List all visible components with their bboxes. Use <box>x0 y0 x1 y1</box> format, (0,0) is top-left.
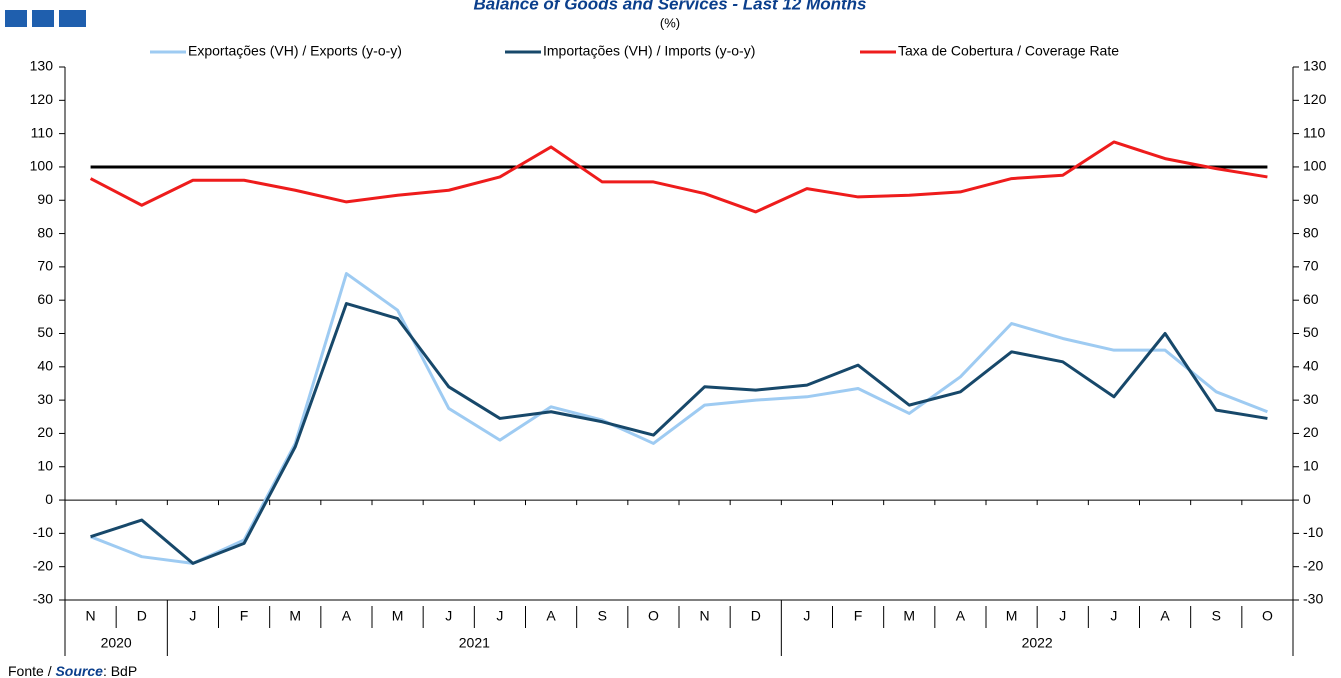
series-line <box>90 302 1268 565</box>
x-tick-label: F <box>240 608 249 624</box>
x-tick-label: A <box>1160 608 1170 624</box>
y-tick-label: -20 <box>33 557 53 573</box>
year-label: 2022 <box>1022 635 1053 651</box>
y-tick-label: 70 <box>37 258 53 274</box>
source-suffix: : BdP <box>103 663 137 678</box>
y2-tick-label: -30 <box>1303 591 1323 607</box>
y2-tick-label: 30 <box>1303 391 1319 407</box>
series-line <box>90 272 1268 565</box>
legend-label: Taxa de Cobertura / Coverage Rate <box>898 43 1119 59</box>
x-tick-label: S <box>1212 608 1221 624</box>
y-tick-label: 130 <box>30 58 54 74</box>
x-tick-label: N <box>700 608 710 624</box>
x-tick-label: M <box>1006 608 1018 624</box>
y2-tick-label: 50 <box>1303 324 1319 340</box>
x-tick-label: S <box>598 608 607 624</box>
y-tick-label: 60 <box>37 291 53 307</box>
x-tick-label: O <box>1262 608 1273 624</box>
x-tick-label: F <box>854 608 863 624</box>
source: Fonte / Source: BdP <box>8 663 137 678</box>
x-tick-label: O <box>648 608 659 624</box>
logo-block <box>5 10 27 27</box>
y-tick-label: -30 <box>33 591 53 607</box>
y2-tick-label: 80 <box>1303 224 1319 240</box>
x-tick-label: A <box>342 608 352 624</box>
x-tick-label: D <box>137 608 147 624</box>
x-tick-label: J <box>445 608 452 624</box>
source-label: Source <box>55 663 103 678</box>
x-tick-label: J <box>496 608 503 624</box>
y2-tick-label: -10 <box>1303 524 1323 540</box>
y2-tick-label: 60 <box>1303 291 1319 307</box>
y-tick-label: 20 <box>37 424 53 440</box>
y-tick-label: 90 <box>37 191 53 207</box>
source-prefix: Fonte / <box>8 663 55 678</box>
y-tick-label: 0 <box>45 491 53 507</box>
x-tick-label: J <box>1059 608 1066 624</box>
y-tick-label: 50 <box>37 324 53 340</box>
y2-tick-label: -20 <box>1303 557 1323 573</box>
y2-tick-label: 70 <box>1303 258 1319 274</box>
x-tick-label: A <box>956 608 966 624</box>
logo-block <box>32 10 54 27</box>
year-label: 2020 <box>101 635 132 651</box>
y-tick-label: 100 <box>30 158 54 174</box>
x-tick-label: A <box>546 608 556 624</box>
y2-tick-label: 10 <box>1303 457 1319 473</box>
y-tick-label: 80 <box>37 224 53 240</box>
y-tick-label: -10 <box>33 524 53 540</box>
y2-tick-label: 40 <box>1303 358 1319 374</box>
year-label: 2021 <box>459 635 490 651</box>
y-tick-label: 120 <box>30 91 54 107</box>
y2-tick-label: 130 <box>1303 58 1327 74</box>
x-tick-label: D <box>751 608 761 624</box>
y2-tick-label: 100 <box>1303 158 1327 174</box>
series-line <box>89 140 1268 214</box>
x-tick-label: N <box>86 608 96 624</box>
y-tick-label: 110 <box>31 124 54 140</box>
y2-tick-label: 120 <box>1303 91 1327 107</box>
x-tick-label: M <box>392 608 404 624</box>
y2-tick-label: 20 <box>1303 424 1319 440</box>
x-tick-label: M <box>903 608 915 624</box>
y-tick-label: 10 <box>37 457 53 473</box>
x-tick-label: J <box>189 608 196 624</box>
chart-title: Balance of Goods and Services - Last 12 … <box>474 0 867 13</box>
x-tick-label: J <box>1110 608 1117 624</box>
y2-tick-label: 90 <box>1303 191 1319 207</box>
x-tick-label: M <box>289 608 301 624</box>
y2-tick-label: 110 <box>1303 124 1326 140</box>
legend-label: Importações (VH) / Imports (y-o-y) <box>543 43 755 59</box>
x-tick-label: J <box>803 608 810 624</box>
logo-block <box>59 10 86 27</box>
y-tick-label: 30 <box>37 391 53 407</box>
legend-label: Exportações (VH) / Exports (y-o-y) <box>188 43 402 59</box>
y2-tick-label: 0 <box>1303 491 1311 507</box>
chart-subtitle: (%) <box>660 15 680 30</box>
y-tick-label: 40 <box>37 358 53 374</box>
